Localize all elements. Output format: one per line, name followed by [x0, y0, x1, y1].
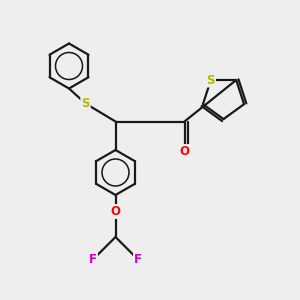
- Text: O: O: [179, 145, 190, 158]
- Text: S: S: [207, 74, 215, 86]
- Text: F: F: [134, 253, 142, 266]
- Text: F: F: [89, 253, 97, 266]
- Text: O: O: [110, 205, 121, 218]
- Text: S: S: [81, 97, 90, 110]
